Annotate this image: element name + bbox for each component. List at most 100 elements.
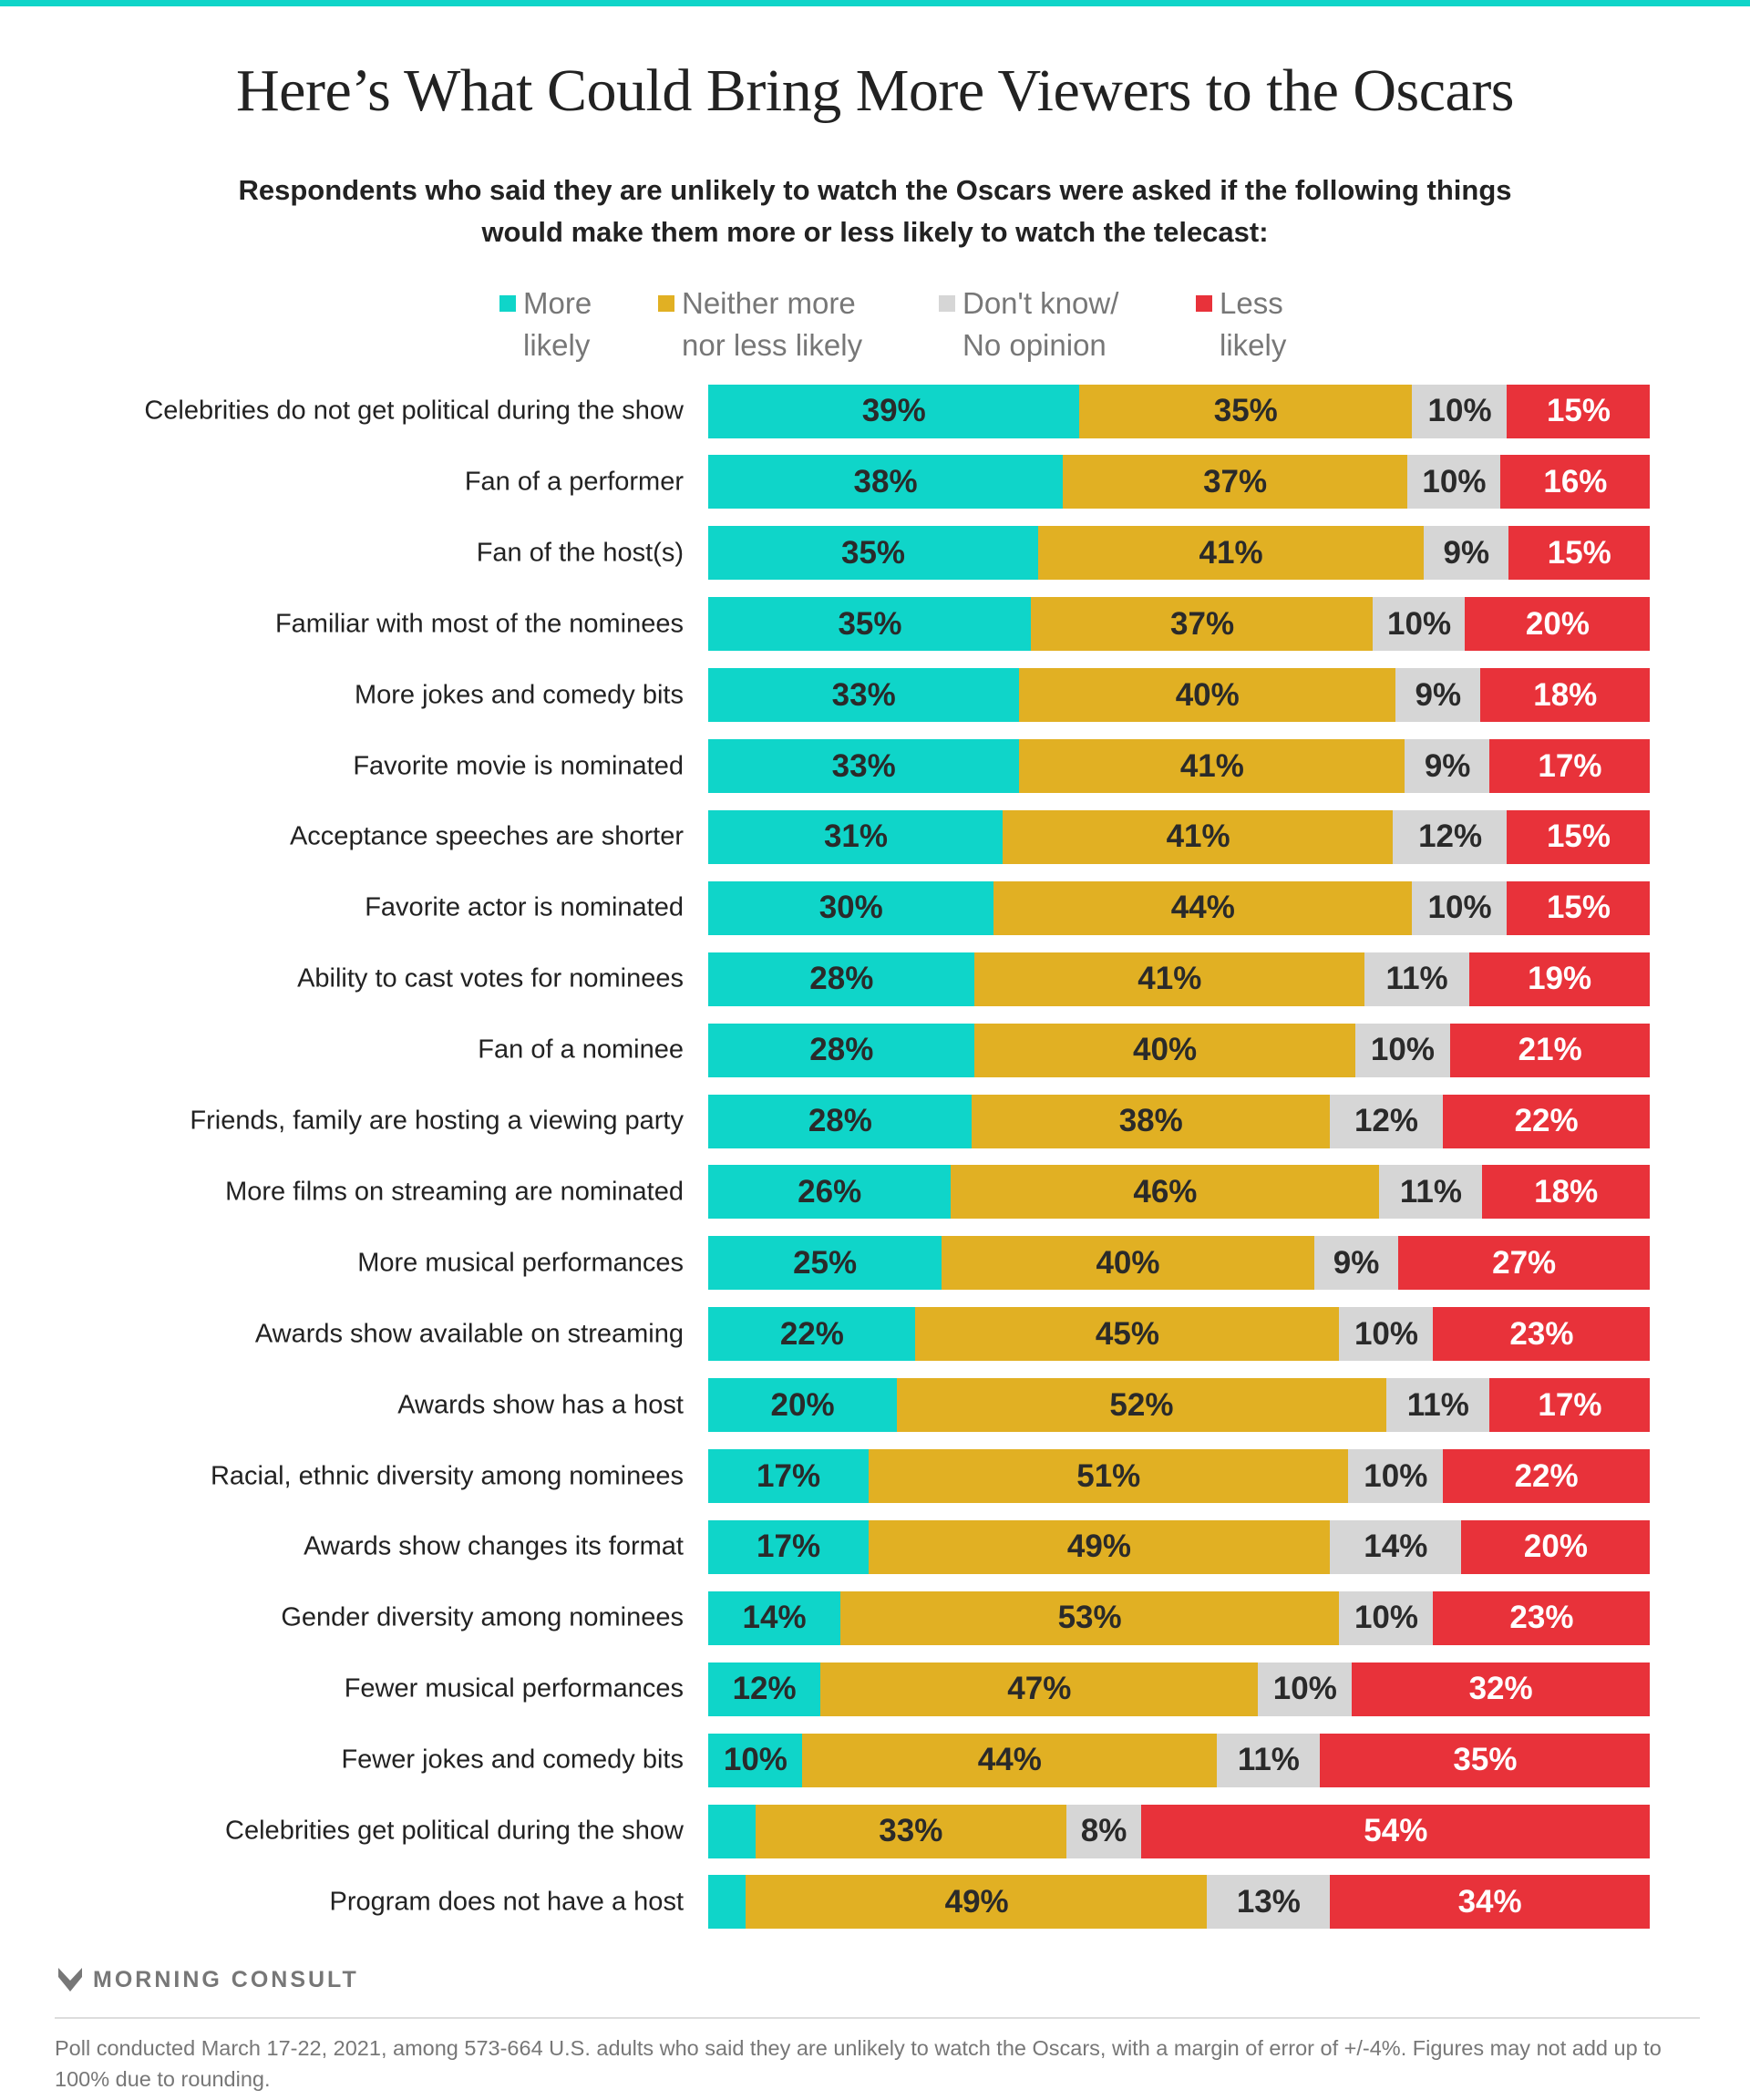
data-label: 9%: [1443, 534, 1490, 571]
chart-subtitle: Respondents who said they are unlikely t…: [238, 174, 1512, 248]
bar-segment-dont-know: 14%: [1329, 1519, 1462, 1574]
bar-segment-neither: 52%: [896, 1378, 1387, 1433]
bar-segment-neither: 47%: [819, 1662, 1259, 1716]
data-label: 34%: [1457, 1883, 1522, 1920]
bar-segment-neither: 37%: [1031, 597, 1374, 652]
row-label: Ability to cast votes for nominees: [297, 963, 684, 993]
data-label: 44%: [977, 1742, 1042, 1778]
data-label: 17%: [757, 1457, 821, 1494]
row-label: Favorite actor is nominated: [365, 892, 684, 922]
data-label: 15%: [1546, 818, 1611, 855]
bar-segment-more-likely: 33%: [708, 668, 1020, 723]
bar-segment-dont-know: 12%: [1329, 1094, 1444, 1148]
data-label: 10%: [1422, 463, 1487, 499]
data-label: 25%: [793, 1244, 858, 1281]
bar-segment-less-likely: 23%: [1433, 1307, 1651, 1362]
bar-segment-less-likely: 20%: [1465, 597, 1651, 652]
data-label: 28%: [808, 1103, 872, 1138]
legend-item-more: More likely: [499, 283, 592, 366]
data-label: 41%: [1138, 961, 1202, 997]
data-label: 17%: [1538, 1386, 1602, 1423]
row-label: Celebrities get political during the sho…: [225, 1816, 684, 1846]
legend-swatch: [939, 295, 955, 312]
legend-label: More likely: [523, 286, 592, 362]
bar-segment-dont-know: 10%: [1407, 455, 1501, 510]
data-label: 9%: [1424, 747, 1471, 784]
data-label: 35%: [1453, 1742, 1518, 1778]
bar-segment-neither: 44%: [802, 1733, 1218, 1787]
data-label: 17%: [1538, 747, 1602, 784]
row-label: More jokes and comedy bits: [354, 680, 684, 710]
row-label: More films on streaming are nominated: [225, 1177, 684, 1207]
bar-segment-neither: 53%: [839, 1590, 1340, 1645]
bar-segment-dont-know: 13%: [1207, 1875, 1331, 1930]
row-label: Program does not have a host: [329, 1887, 684, 1917]
data-label: 22%: [1514, 1103, 1579, 1138]
data-label: 11%: [1406, 1386, 1469, 1423]
bar-segment-less-likely: 22%: [1442, 1449, 1651, 1503]
legend-label: Neither more nor less likely: [682, 286, 863, 362]
row-label: Awards show available on streaming: [254, 1319, 684, 1349]
data-label: 28%: [809, 1032, 874, 1068]
data-label: 35%: [1213, 393, 1278, 428]
bar-segment-dont-know: 9%: [1405, 739, 1490, 793]
bar-segment-neither: 41%: [1003, 809, 1394, 864]
data-label: 11%: [1237, 1742, 1300, 1778]
bar-segment-neither: 44%: [993, 880, 1413, 935]
bar-segment-neither: 35%: [1078, 384, 1413, 438]
bar-segment-neither: 37%: [1062, 455, 1408, 510]
data-label: 33%: [879, 1813, 943, 1848]
morning-consult-logo: MORNING CONSULT: [57, 1966, 359, 1993]
bar-segment-more-likely: 38%: [708, 455, 1064, 510]
row-label: Fewer musical performances: [344, 1673, 684, 1704]
bar-segment-less-likely: 54%: [1141, 1804, 1651, 1858]
bar-segment-dont-know: 9%: [1395, 668, 1481, 723]
bar-segment-neither: 38%: [972, 1094, 1331, 1148]
data-label: 10%: [723, 1742, 788, 1778]
legend-swatch: [499, 295, 516, 312]
data-label: 20%: [1523, 1529, 1588, 1565]
row-label: Favorite movie is nominated: [353, 751, 684, 780]
data-label: 15%: [1547, 534, 1611, 571]
data-label: 35%: [838, 605, 902, 642]
row-label: Fan of a performer: [464, 467, 684, 497]
bar-segment-less-likely: 15%: [1507, 880, 1651, 935]
bar-segment-less-likely: 15%: [1508, 526, 1651, 581]
data-label: 20%: [1525, 605, 1590, 642]
bar-segment-less-likely: 18%: [1481, 1165, 1651, 1220]
data-label: 14%: [742, 1600, 807, 1636]
data-label: 45%: [1095, 1315, 1159, 1352]
bar-segment-more-likely: 25%: [708, 1236, 942, 1291]
row-label: Racial, ethnic diversity among nominees: [210, 1461, 684, 1490]
bar-segment-less-likely: 15%: [1507, 809, 1651, 864]
top-accent-bar: [0, 0, 1750, 6]
row-label: Fewer jokes and comedy bits: [341, 1745, 684, 1775]
data-label: 10%: [1364, 1457, 1428, 1494]
legend-item-dontknow: Don't know/ No opinion: [939, 283, 1118, 366]
bar-segment-dont-know: 10%: [1339, 1307, 1434, 1362]
bar-segment-dont-know: 11%: [1364, 952, 1470, 1006]
bar-segment-dont-know: 11%: [1379, 1165, 1483, 1220]
data-label: 22%: [1514, 1457, 1579, 1494]
data-label: 47%: [1007, 1671, 1072, 1707]
data-label: 23%: [1509, 1315, 1574, 1352]
bar-segment-dont-know: 12%: [1393, 809, 1508, 864]
row-label: Familiar with most of the nominees: [274, 609, 684, 639]
bar-segment-more-likely: [708, 1804, 757, 1858]
data-label: 14%: [1364, 1529, 1428, 1565]
data-label: 18%: [1533, 676, 1598, 713]
bar-segment-neither: 41%: [974, 952, 1365, 1006]
row-label: Awards show has a host: [397, 1390, 684, 1420]
bar-segment-more-likely: [708, 1875, 746, 1930]
data-label: 35%: [840, 534, 906, 571]
data-label: 30%: [818, 890, 883, 926]
data-label: 40%: [1175, 676, 1240, 713]
legend-swatch: [658, 295, 674, 312]
data-label: 10%: [1370, 1032, 1435, 1068]
data-label: 13%: [1236, 1883, 1301, 1920]
row-label: More musical performances: [357, 1248, 684, 1278]
data-label: 32%: [1468, 1671, 1533, 1707]
bar-segment-neither: 40%: [941, 1236, 1315, 1291]
bar-segment-dont-know: 8%: [1065, 1804, 1142, 1858]
bar-segment-neither: 41%: [1018, 739, 1405, 793]
